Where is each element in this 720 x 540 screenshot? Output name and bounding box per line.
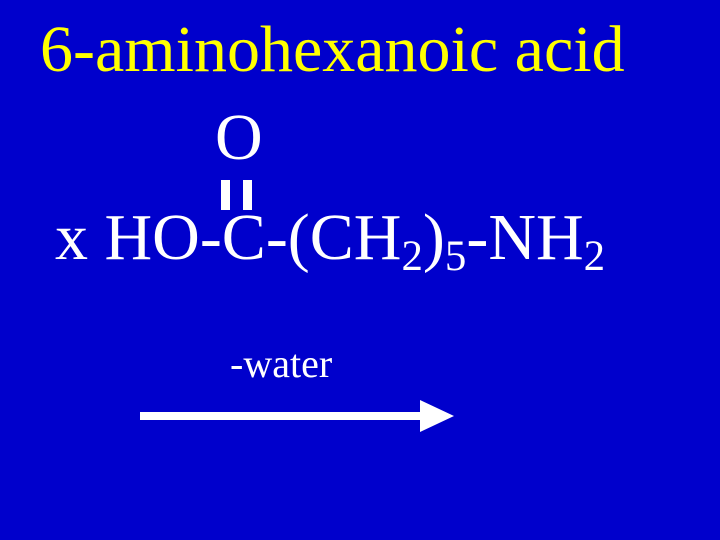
formula-sub-2a: 2 [401, 233, 422, 280]
formula-nh: -NH [466, 201, 583, 274]
compound-title: 6-aminohexanoic acid [40, 12, 625, 88]
molecular-formula: x HO-C-(CH2)5-NH2 [55, 200, 605, 276]
formula-sub-5: 5 [445, 233, 466, 280]
reaction-condition-label: -water [230, 340, 332, 387]
carbonyl-oxygen-label: O [215, 100, 263, 176]
arrow-shaft [140, 412, 420, 420]
slide-canvas: 6-aminohexanoic acid O x HO-C-(CH2)5-NH2… [0, 0, 720, 540]
formula-lead: x HO-C-(CH [55, 201, 401, 274]
arrow-head-icon [420, 400, 454, 432]
formula-sub-2b: 2 [584, 233, 605, 280]
formula-close-paren: ) [423, 201, 445, 274]
